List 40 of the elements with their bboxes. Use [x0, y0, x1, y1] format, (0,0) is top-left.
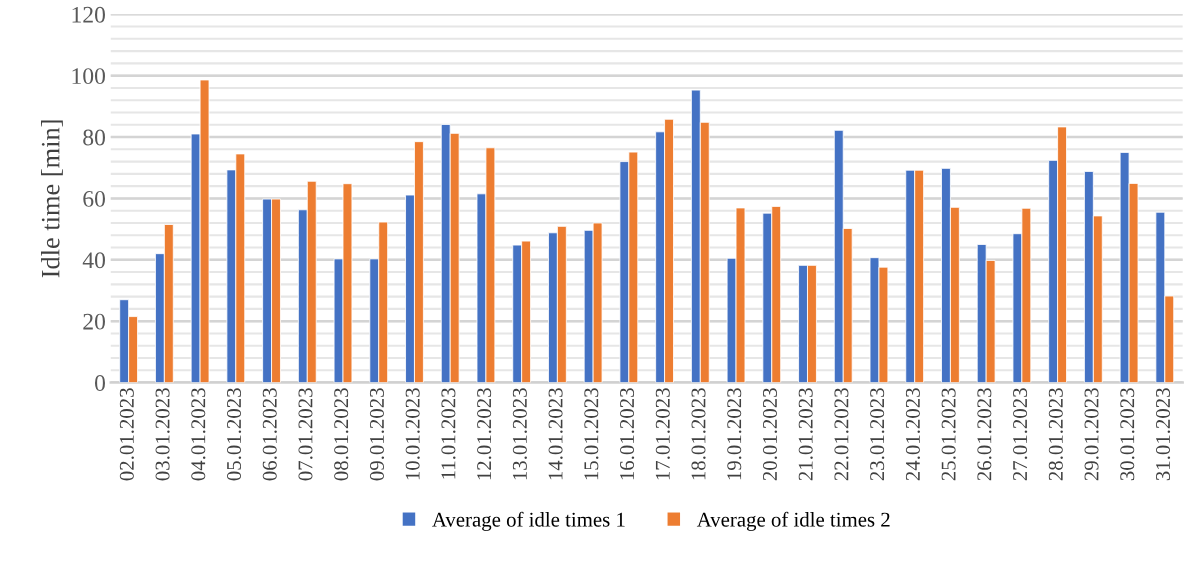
- x-tick-label: 03.01.2023: [155, 388, 170, 481]
- x-tick-label: 17.01.2023: [655, 388, 670, 480]
- x-tick-label: 29.01.2023: [1084, 388, 1099, 481]
- x-tick-label: 19.01.2023: [727, 388, 742, 480]
- y-tick-label: 60: [83, 190, 105, 207]
- x-tick-label: 18.01.2023: [691, 388, 706, 480]
- x-tick-label: 25.01.2023: [941, 388, 956, 481]
- y-tick-label: 100: [72, 68, 105, 85]
- x-tick-label: 15.01.2023: [584, 388, 599, 480]
- x-tick-label: 09.01.2023: [369, 388, 385, 481]
- y-tick-label: 20: [83, 313, 105, 330]
- x-tick-label: 04.01.2023: [191, 388, 206, 481]
- y-tick-label: 0: [95, 375, 105, 391]
- x-tick-label: 26.01.2023: [977, 388, 992, 481]
- x-tick-label: 10.01.2023: [405, 388, 420, 480]
- x-tick-label: 20.01.2023: [762, 388, 778, 481]
- x-tick-label: 30.01.2023: [1120, 388, 1135, 481]
- y-axis-title: Idle time [min]: [41, 120, 63, 278]
- x-tick-label: 14.01.2023: [548, 388, 563, 480]
- x-tick-label: 11.01.2023: [441, 388, 456, 479]
- x-tick-label: 27.01.2023: [1013, 388, 1028, 481]
- x-tick-label: 28.01.2023: [1048, 388, 1063, 481]
- x-tick-label: 22.01.2023: [834, 388, 849, 481]
- legend-label: Average of idle times 1: [432, 511, 625, 531]
- x-tick-label: 05.01.2023: [226, 388, 242, 481]
- x-tick-label: 16.01.2023: [620, 388, 635, 480]
- x-tick-label: 31.01.2023: [1155, 388, 1171, 481]
- y-tick-label: 80: [83, 129, 105, 146]
- x-tick-label: 24.01.2023: [905, 388, 920, 481]
- x-tick-label: 12.01.2023: [477, 388, 492, 480]
- x-tick-label: 02.01.2023: [119, 388, 134, 481]
- x-tick-label: 06.01.2023: [262, 388, 277, 481]
- x-tick-label: 13.01.2023: [512, 388, 527, 480]
- legend-label: Average of idle times 2: [696, 511, 890, 531]
- y-tick-label: 40: [82, 252, 105, 269]
- x-tick-label: 08.01.2023: [334, 388, 349, 481]
- x-tick-label: 23.01.2023: [870, 388, 885, 481]
- y-tick-label: 120: [72, 6, 105, 23]
- x-tick-label: 07.01.2023: [298, 388, 313, 481]
- x-tick-label: 21.01.2023: [798, 388, 813, 481]
